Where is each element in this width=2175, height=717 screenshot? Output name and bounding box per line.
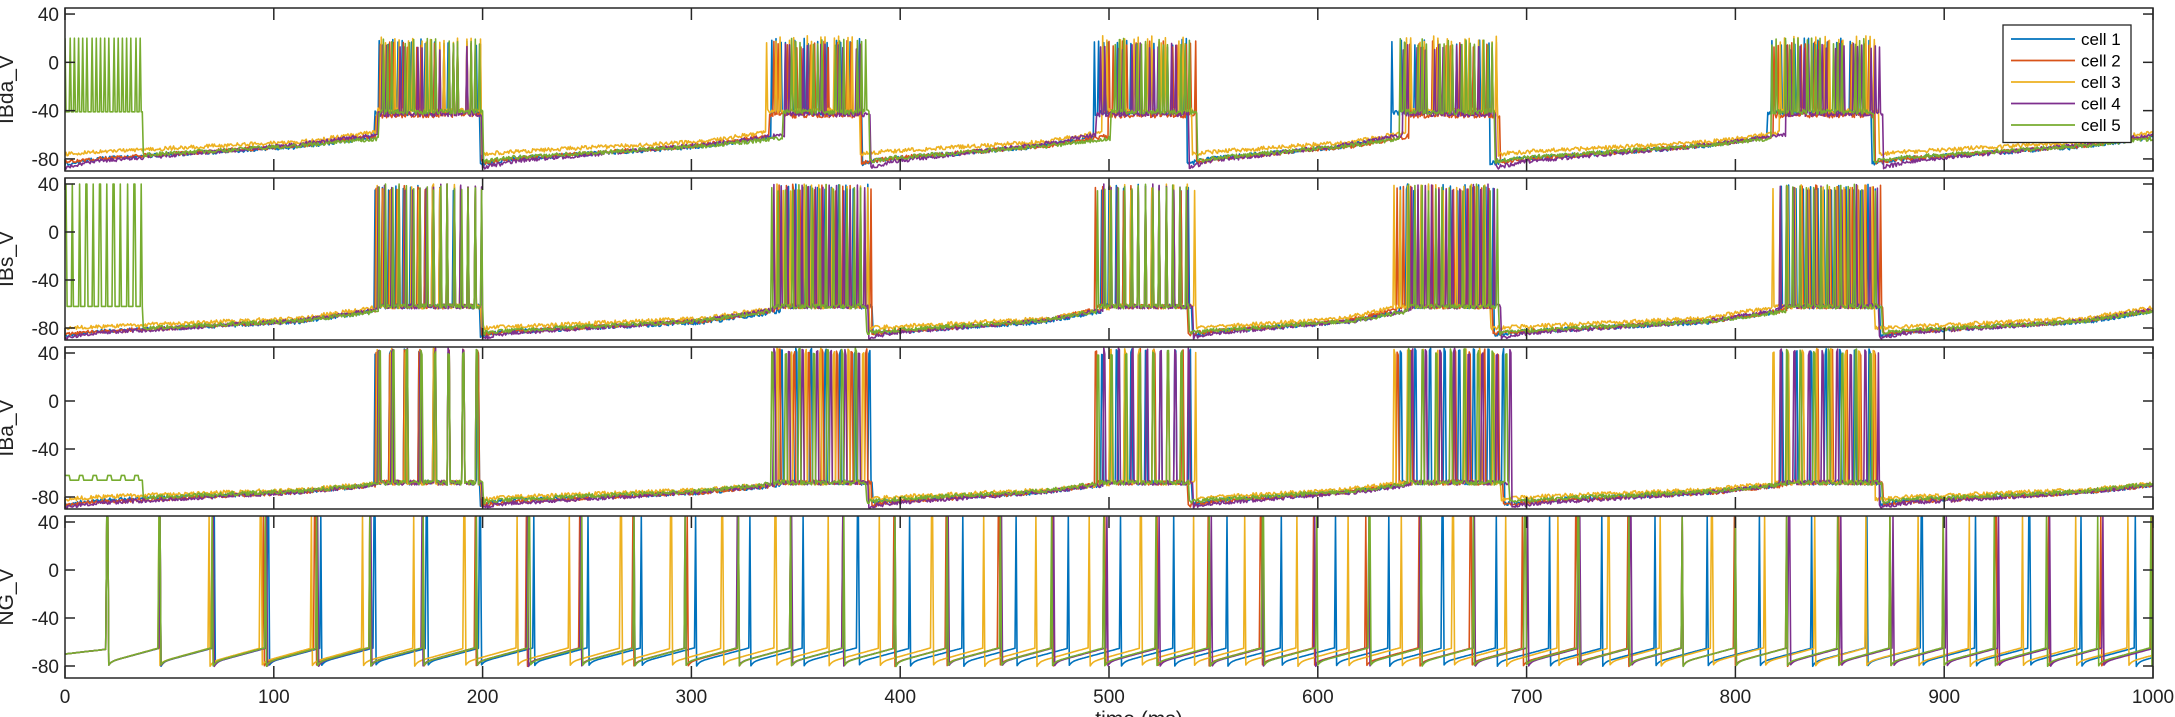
y-tick-label: -40 — [32, 102, 59, 123]
y-tick-label: 40 — [38, 5, 59, 26]
y-tick-label: 0 — [48, 53, 59, 74]
x-tick-label: 700 — [1511, 687, 1543, 708]
y-tick-label: -80 — [32, 488, 59, 509]
series-line-cell-3 — [65, 516, 2153, 668]
x-tick-label: 900 — [1928, 687, 1960, 708]
panel-iba-v: -80 -40 0 40 IBa_V — [0, 344, 2154, 510]
series-line-cell-5 — [65, 516, 2153, 668]
y-tick-label: -40 — [32, 609, 59, 630]
x-tick-label: 1000 — [2132, 687, 2174, 708]
series-line-cell-1 — [65, 516, 2153, 668]
x-axis-label: time (ms) — [1095, 708, 1183, 717]
legend-label-cell-1: cell 1 — [2081, 30, 2121, 49]
x-tick-label: 600 — [1302, 687, 1334, 708]
series-line-cell-5 — [65, 347, 2153, 505]
series-group — [65, 516, 2153, 668]
x-tick-label: 200 — [467, 687, 499, 708]
y-axis-label: IBa_V — [0, 399, 18, 456]
series-group — [65, 347, 2153, 509]
y-tick-label: 0 — [48, 392, 59, 413]
legend-label-cell-2: cell 2 — [2081, 52, 2121, 71]
y-tick-label: -40 — [32, 440, 59, 461]
y-tick-label: 40 — [38, 344, 59, 365]
y-axis-label: IBs_V — [0, 231, 18, 287]
legend-label-cell-3: cell 3 — [2081, 73, 2121, 92]
x-tick-label: 400 — [884, 687, 916, 708]
y-tick-label: -80 — [32, 657, 59, 678]
legend-label-cell-4: cell 4 — [2081, 95, 2121, 114]
series-group — [65, 35, 2153, 170]
x-tick-label: 100 — [258, 687, 290, 708]
y-axis-label: IBda_V — [0, 55, 18, 124]
series-line-cell-4 — [65, 42, 2153, 170]
y-tick-label: -80 — [32, 150, 59, 171]
panel-ibda-v: -80 -40 0 40 IBda_V — [0, 5, 2154, 172]
legend-frame — [2002, 24, 2132, 144]
series-line-cell-5 — [65, 183, 2153, 336]
x-tick-label: 800 — [1720, 687, 1752, 708]
y-tick-label: 40 — [38, 513, 59, 534]
y-tick-label: -40 — [32, 271, 59, 292]
y-tick-label: 0 — [48, 561, 59, 582]
y-tick-label: -80 — [32, 319, 59, 340]
panel-ng-v: -80 -40 0 40 NG_V 0 100 200 300 400 500 600 700 800 90… — [0, 513, 2174, 717]
legend: cell 1 cell 2 cell 3 cell 4 cell 5 — [2002, 24, 2132, 144]
series-group — [65, 183, 2153, 340]
y-tick-label: 0 — [48, 223, 59, 244]
x-tick-label: 500 — [1093, 687, 1125, 708]
series-line-cell-5 — [65, 37, 2153, 164]
x-tick-label: 0 — [60, 687, 71, 708]
y-tick-label: 40 — [38, 175, 59, 196]
x-tick-label: 300 — [676, 687, 708, 708]
y-axis-label: NG_V — [0, 568, 18, 625]
legend-label-cell-5: cell 5 — [2081, 116, 2121, 135]
panel-ibs-v: -80 -40 0 40 IBs_V — [0, 175, 2154, 341]
series-line-cell-4 — [65, 516, 2153, 668]
panels: -80 -40 0 40 IBda_V -80 -40 0 40 IBs_V -80 -40 0 40 IB… — [0, 5, 2174, 717]
